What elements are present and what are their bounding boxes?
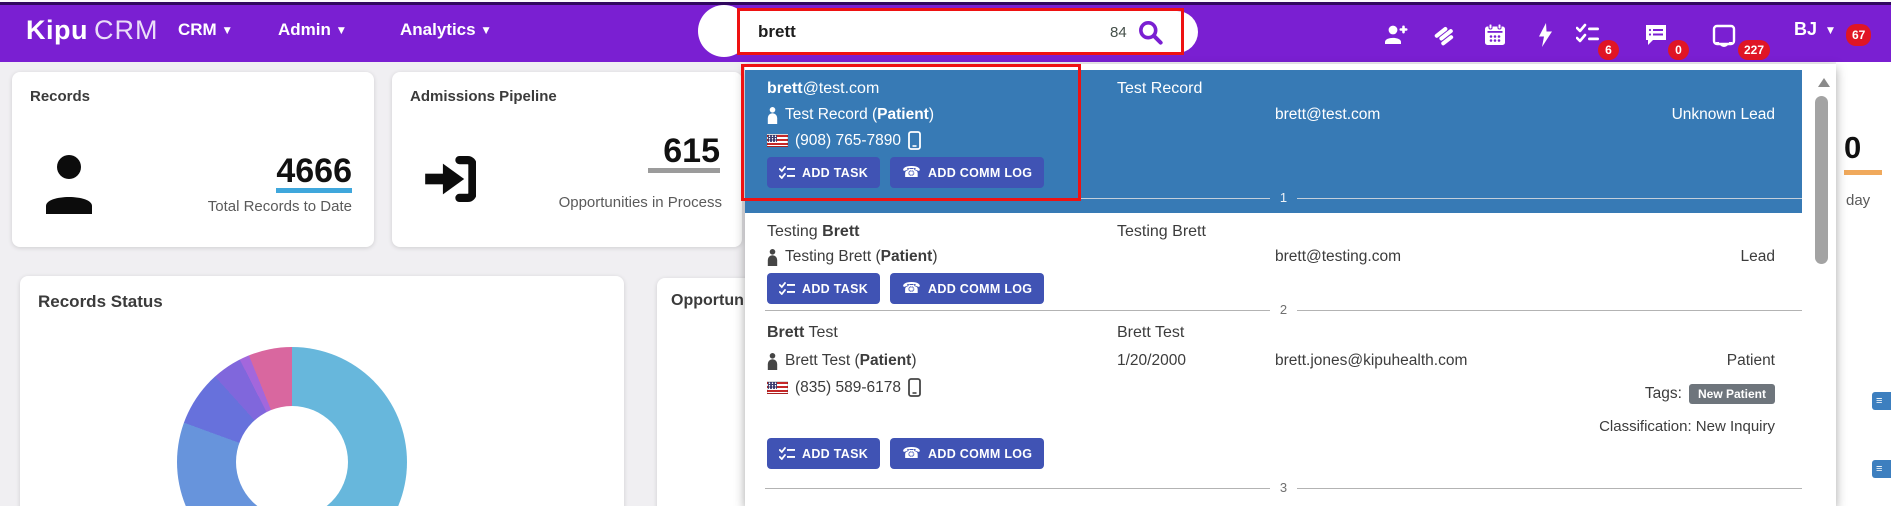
nav-item-admin[interactable]: Admin ▼ [278,20,345,39]
records-status-title: Records Status [38,292,163,311]
admissions-pipeline-card: Admissions Pipeline 615 Opportunities in… [392,72,742,247]
window-top-edge-dark [0,2,1891,5]
clipped-icon-fragment: ≡ [1872,392,1891,410]
add-comm-log-button[interactable]: ☎ ADD COMM LOG [890,157,1045,188]
app-logo[interactable]: Kipu CRM [26,15,159,45]
result-mid-name: Test Record [1117,80,1203,97]
mobile-phone-icon [908,378,921,397]
result-divider: 2 [765,302,1802,329]
phone-icon: ☎ [902,163,922,181]
clipped-icon-fragment: ≡ [1872,460,1891,478]
result-mid-name: Testing Brett [1117,223,1206,240]
admissions-caption: Opportunities in Process [558,194,722,211]
result-record: Brett Test (Patient) [767,352,917,370]
side-kpi-underline [1844,170,1882,175]
result-status: Patient [1726,352,1775,369]
search-icon[interactable] [1137,19,1164,46]
us-flag-icon [767,381,788,394]
add-comm-log-button[interactable]: ☎ ADD COMM LOG [890,273,1045,304]
search-results-dropdown: brett@test.com Test Record (Patient) (90… [745,64,1836,506]
person-icon [767,352,778,370]
chat-badge[interactable]: 0 [1668,40,1689,60]
chevron-down-icon: ▼ [223,26,231,36]
result-email: brett.jones@kipuhealth.com [1275,352,1468,369]
records-caption: Total Records to Date [207,198,352,215]
result-classification: Classification: New Inquiry [1599,418,1775,435]
user-notification-badge[interactable]: 67 [1846,24,1872,46]
user-initials: BJ [1794,19,1818,39]
user-menu[interactable]: BJ ▼ [1794,19,1834,40]
inbox-tray-icon[interactable] [1712,23,1736,47]
us-flag-icon [767,134,788,147]
tasks-checklist-icon[interactable] [1576,23,1600,47]
result-status: Lead [1740,248,1775,265]
result-mid-name: Brett Test [1117,324,1185,341]
add-person-icon[interactable] [1384,23,1408,47]
result-email: brett@test.com [1275,106,1381,123]
result-phone: (835) 589-6178 [767,378,921,397]
tag-badge: New Patient [1688,384,1775,404]
scrollbar-up-arrow[interactable] [1818,72,1830,87]
result-dob: 1/20/2000 [1117,352,1186,369]
sign-in-arrow-icon [425,155,476,203]
add-task-button[interactable]: ADD TASK [767,438,881,469]
records-total-value: 4666 [276,152,352,190]
result-name: Brett Test [767,324,838,341]
checklist-icon [779,447,795,460]
result-name: brett@test.com [767,80,880,97]
mobile-phone-icon [908,131,921,150]
inbox-badge[interactable]: 227 [1738,40,1771,60]
search-result-row[interactable]: Testing Brett Testing Brett (Patient) AD… [745,213,1802,310]
result-tags: Tags: New Patient [1445,384,1775,404]
lightning-bolt-icon[interactable] [1534,23,1558,47]
result-email: brett@testing.com [1275,248,1402,265]
person-icon [46,155,92,214]
opportunities-card-title: Opportunities [671,292,745,309]
window-top-edge [0,0,1891,2]
nav-item-crm[interactable]: CRM ▼ [178,20,231,39]
admissions-underline [648,168,720,173]
chevron-down-icon: ▼ [337,26,345,36]
result-record: Testing Brett (Patient) [767,248,937,266]
tags-label: Tags: [1644,385,1682,402]
add-comm-log-button[interactable]: ☎ ADD COMM LOG [890,438,1045,469]
tasks-badge[interactable]: 6 [1598,40,1619,60]
chevron-down-icon: ▼ [1827,26,1834,36]
result-phone: (908) 765-7890 [767,131,921,150]
records-underline [276,188,352,193]
add-task-button[interactable]: ADD TASK [767,157,881,188]
handshake-icon[interactable] [1433,23,1457,47]
search-result-row[interactable]: brett@test.com Test Record (Patient) (90… [745,70,1802,213]
result-divider: 3 [765,480,1802,506]
global-search: 84 [700,11,1198,53]
result-status: Unknown Lead [1671,106,1775,123]
person-icon [767,106,778,124]
result-divider: 1 [765,190,1802,217]
phone-icon: ☎ [902,444,922,462]
right-edge-card: 0 day ≡ ≡ [1836,62,1891,506]
nav-item-analytics[interactable]: Analytics ▼ [400,20,490,39]
search-result-row[interactable]: Brett Test Brett Test (Patient) (835) 58… [745,310,1802,490]
result-record: Test Record (Patient) [767,106,934,124]
search-input[interactable] [700,22,1110,42]
checklist-icon [779,282,795,295]
side-kpi-value: 0 [1844,130,1862,165]
chevron-down-icon: ▼ [482,26,490,36]
result-name: Testing Brett [767,223,860,240]
calendar-icon[interactable] [1483,23,1507,47]
side-kpi-caption: day [1846,192,1871,209]
phone-icon: ☎ [902,279,922,297]
scrollbar-thumb[interactable] [1815,96,1828,264]
chat-notes-icon[interactable] [1644,23,1668,47]
records-card-title: Records [30,88,91,105]
admissions-card-title: Admissions Pipeline [410,88,557,105]
checklist-icon [779,166,795,179]
add-task-button[interactable]: ADD TASK [767,273,881,304]
records-card: Records 4666 Total Records to Date [12,72,374,247]
admissions-total-value: 615 [663,132,720,170]
search-result-count: 84 [1110,23,1127,41]
person-icon [767,248,778,266]
